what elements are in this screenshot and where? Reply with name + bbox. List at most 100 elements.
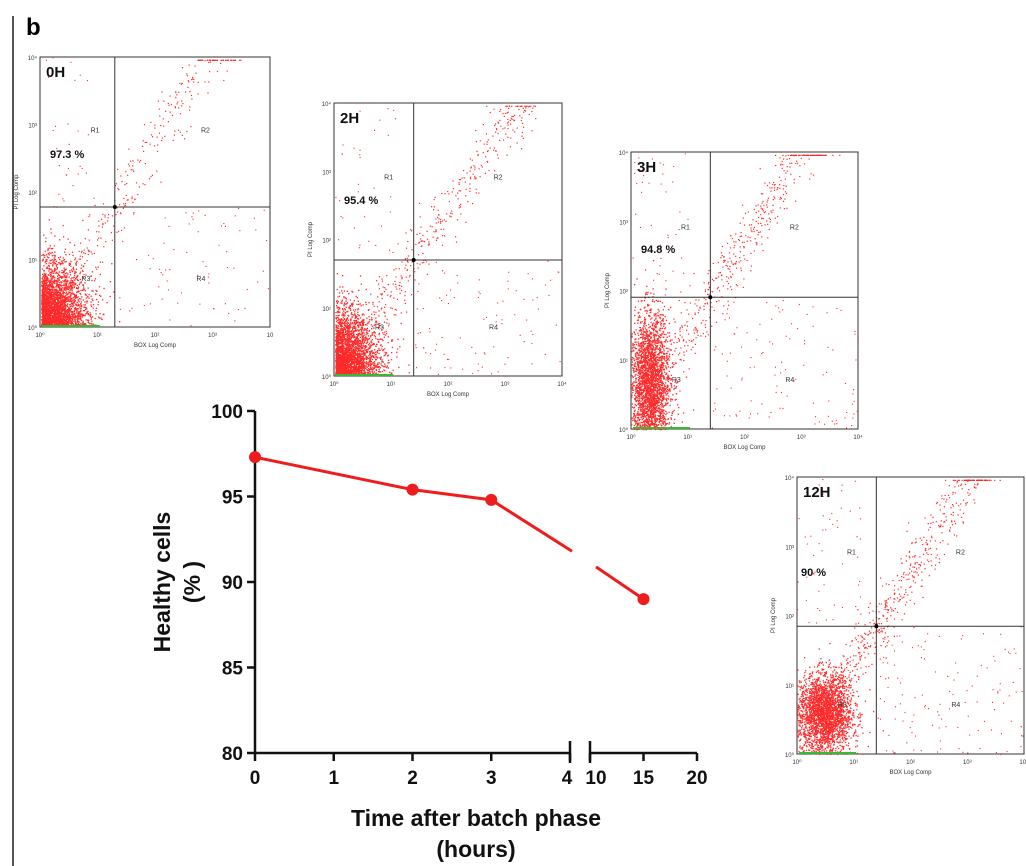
y-tick-label: 85 — [222, 659, 244, 680]
flow-region-label: R4 — [785, 377, 794, 384]
flow-x-tick-label: 10¹ — [849, 760, 858, 766]
flow-y-tick-label: 10⁴ — [28, 55, 38, 62]
flow-frame — [39, 56, 271, 328]
flow-x-tick-label: 10² — [740, 435, 749, 441]
flow-panel-0h: R1 R2 R3 R4 0H 97.3 % 10⁰ 10¹ 10² 10³ 10⁴ 10⁰ 10¹ 10²… — [14, 55, 274, 349]
panel-label: b — [26, 14, 41, 41]
flow-y-tick-label: 10⁰ — [322, 374, 332, 381]
x-axis-label-line-1: Time after batch phase — [351, 805, 601, 831]
flow-region-label: R1 — [681, 225, 690, 232]
flow-x-tick-label: 10⁰ — [626, 434, 636, 441]
flow-title: 12H — [803, 484, 831, 501]
flow-healthy-percent: 95.4 % — [344, 195, 378, 207]
y-axis-label-line-1: Healthy cells — [149, 512, 175, 653]
y-tick-label: 80 — [222, 744, 243, 765]
flow-x-axis-label: BOX Log Comp — [427, 392, 470, 398]
flow-x-tick-label: 10² — [151, 333, 160, 339]
flow-y-tick-label: 10³ — [322, 170, 331, 176]
flow-x-tick-label: 10⁰ — [792, 759, 802, 766]
flow-y-tick-label: 10⁰ — [28, 325, 38, 332]
flow-panel-3h: R1 R2 R3 R4 3H 94.8 % 10⁰ 10¹ 10² 10³ 10⁴ 10⁰ 10¹ 10²… — [605, 150, 863, 451]
y-axis-label: Healthy cells (% ) — [149, 512, 205, 653]
flow-gate-point — [874, 624, 879, 629]
flow-x-tick-label: 10³ — [797, 435, 806, 441]
flow-panel-12h: R1 R2 R3 R4 12H 90 % 10⁰ 10¹ 10² 10³ 10⁴ 10⁰ 10¹ 10² 1… — [771, 475, 1026, 776]
data-point — [485, 493, 498, 506]
flow-x-tick-label: 10⁰ — [329, 381, 339, 388]
figure-left-border — [12, 16, 14, 866]
flow-region-label: R4 — [951, 702, 960, 709]
flow-y-tick-label: 10³ — [785, 545, 794, 551]
flow-x-tick-label: 10⁴ — [853, 434, 863, 441]
flow-x-tick-label: 10³ — [501, 382, 510, 388]
flow-y-tick-label: 10² — [619, 290, 628, 296]
flow-x-tick-label: 10⁴ — [1019, 759, 1026, 766]
flow-y-tick-label: 10² — [785, 615, 794, 621]
flow-region-label: R2 — [494, 174, 503, 181]
flow-x-tick-label: 10 — [267, 333, 274, 339]
flow-y-tick-label: 10³ — [619, 220, 628, 226]
flow-region-label: R1 — [91, 128, 100, 135]
flow-y-tick-label: 10¹ — [619, 359, 628, 365]
flow-y-tick-label: 10¹ — [322, 307, 331, 313]
flow-x-axis-label: BOX Log Comp — [889, 770, 932, 776]
x-tick-label: 15 — [633, 768, 655, 789]
flow-y-tick-label: 10³ — [28, 124, 37, 130]
flow-title: 2H — [340, 110, 359, 127]
flow-gate-point — [112, 204, 117, 209]
x-tick-label: 20 — [686, 768, 707, 789]
y-tick-label: 90 — [222, 573, 243, 594]
flow-y-tick-label: 10² — [322, 239, 331, 245]
flow-y-tick-label: 10¹ — [28, 259, 37, 265]
x-tick-label: 3 — [486, 768, 497, 789]
flow-x-tick-label: 10¹ — [387, 382, 396, 388]
flow-y-tick-label: 10⁴ — [619, 150, 629, 157]
flow-region-label: R1 — [847, 550, 856, 557]
flow-x-tick-label: 10² — [906, 760, 915, 766]
flow-x-tick-label: 10³ — [208, 333, 217, 339]
series-line-segment — [254, 455, 413, 492]
flow-y-tick-label: 10¹ — [785, 684, 794, 690]
x-tick-label: 2 — [407, 768, 418, 789]
flow-region-label: R2 — [956, 550, 965, 557]
x-tick-label: 0 — [250, 768, 261, 789]
flow-frame — [630, 151, 859, 430]
flow-event-dots — [335, 105, 563, 376]
flow-y-tick-label: 10⁴ — [785, 475, 795, 482]
flow-y-axis-label: PI Log Comp — [308, 221, 314, 257]
x-tick-label: 10 — [585, 768, 606, 789]
data-point — [406, 483, 419, 496]
flow-event-dots — [797, 479, 1024, 756]
flow-region-label: R4 — [489, 325, 498, 332]
flow-title: 0H — [46, 64, 65, 81]
flow-x-tick-label: 10¹ — [683, 435, 692, 441]
flow-event-dots — [631, 153, 859, 431]
flow-y-axis-label: PI Log Comp — [771, 597, 777, 633]
data-point — [637, 593, 650, 606]
flow-region-label: R3 — [672, 377, 681, 384]
flow-y-axis-label: PI Log Comp — [14, 174, 20, 210]
flow-region-label: R4 — [196, 276, 205, 283]
flow-healthy-percent: 97.3 % — [50, 149, 84, 161]
flow-healthy-percent: 94.8 % — [641, 244, 675, 256]
flow-title: 3H — [637, 159, 656, 176]
y-axis-label-line-2: (% ) — [179, 561, 205, 603]
flow-x-axis-label: BOX Log Comp — [723, 445, 766, 451]
series-line-segment — [490, 498, 573, 553]
flow-x-tick-label: 10² — [444, 382, 453, 388]
flow-y-tick-label: 10² — [28, 191, 37, 197]
series-line-segment — [595, 565, 645, 601]
flow-gate-point — [708, 295, 713, 300]
main-line-chart: 80 85 90 95 100 0 1 2 3 4 10 15 20 Time after batch p… — [149, 402, 708, 862]
flow-region-label: R2 — [790, 225, 799, 232]
flow-x-tick-label: 10¹ — [93, 333, 102, 339]
flow-region-label: R3 — [838, 702, 847, 709]
flow-panel-2h: R1 R2 R3 R4 2H 95.4 % 10⁰ 10¹ 10² 10³ 10⁴ 10⁰ 10¹ 10²… — [308, 101, 567, 398]
y-tick-label: 95 — [222, 488, 244, 509]
flow-healthy-percent: 90 % — [801, 567, 826, 579]
x-axis-label-line-2: (hours) — [436, 836, 515, 862]
x-tick-label: 1 — [328, 768, 339, 789]
flow-x-axis-label: BOX Log Comp — [134, 343, 177, 349]
